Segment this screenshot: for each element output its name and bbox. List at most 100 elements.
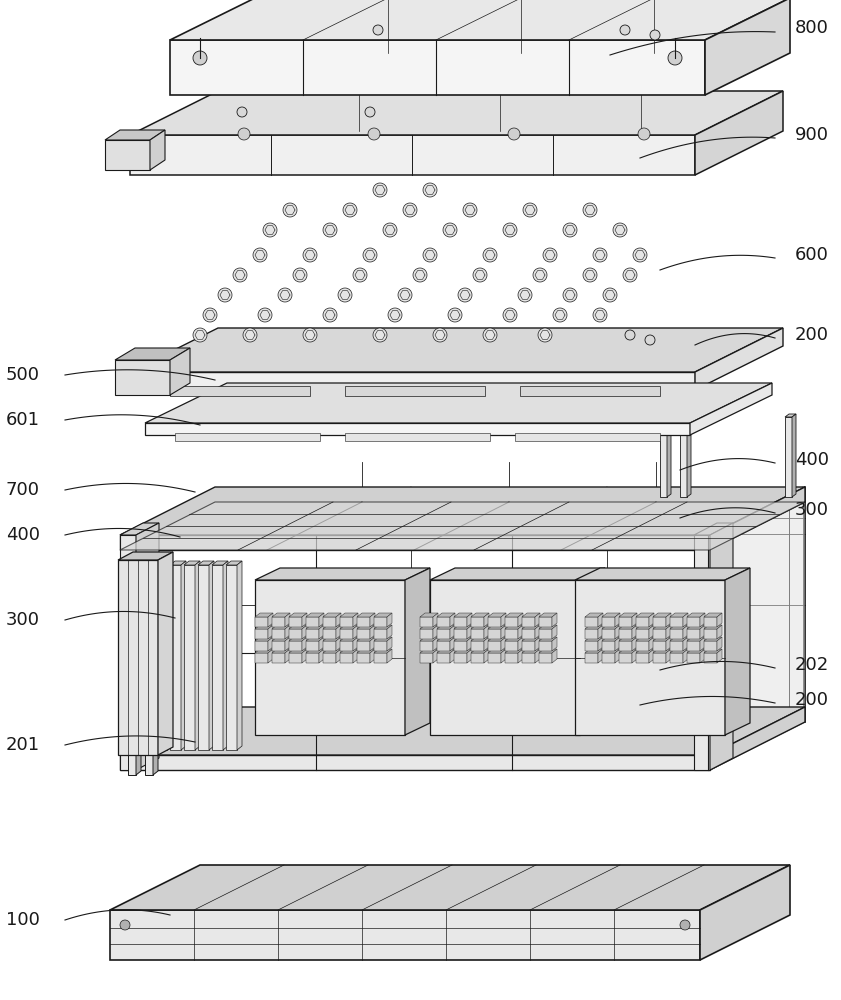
Polygon shape: [370, 649, 375, 663]
Polygon shape: [575, 568, 750, 580]
Polygon shape: [170, 40, 705, 95]
Polygon shape: [285, 613, 290, 627]
Polygon shape: [666, 649, 671, 663]
Polygon shape: [632, 649, 637, 663]
Polygon shape: [636, 641, 649, 651]
Polygon shape: [420, 649, 438, 653]
Polygon shape: [255, 637, 273, 641]
Polygon shape: [501, 649, 506, 663]
Polygon shape: [454, 637, 472, 641]
Polygon shape: [353, 625, 358, 639]
Polygon shape: [670, 613, 688, 617]
Polygon shape: [357, 625, 375, 629]
Polygon shape: [619, 625, 637, 629]
Polygon shape: [694, 535, 710, 770]
Text: 400: 400: [6, 526, 40, 544]
Polygon shape: [488, 613, 506, 617]
Circle shape: [363, 248, 377, 262]
Polygon shape: [575, 580, 725, 735]
Polygon shape: [323, 637, 341, 641]
Polygon shape: [484, 613, 489, 627]
Polygon shape: [710, 487, 805, 550]
Polygon shape: [704, 629, 717, 639]
Polygon shape: [374, 629, 387, 639]
Polygon shape: [120, 535, 710, 550]
Polygon shape: [687, 641, 700, 651]
Polygon shape: [345, 433, 490, 441]
Polygon shape: [357, 613, 375, 617]
Polygon shape: [255, 629, 268, 639]
Polygon shape: [501, 637, 506, 651]
Polygon shape: [653, 649, 671, 653]
Polygon shape: [150, 130, 165, 170]
Polygon shape: [484, 637, 489, 651]
Polygon shape: [636, 625, 654, 629]
Text: 300: 300: [795, 501, 829, 519]
Polygon shape: [120, 707, 805, 755]
Polygon shape: [602, 641, 615, 651]
Polygon shape: [289, 625, 307, 629]
Polygon shape: [289, 653, 302, 663]
Polygon shape: [387, 613, 392, 627]
Circle shape: [403, 203, 417, 217]
Circle shape: [258, 308, 272, 322]
Circle shape: [433, 328, 447, 342]
Polygon shape: [306, 625, 324, 629]
Polygon shape: [306, 637, 324, 641]
Polygon shape: [370, 637, 375, 651]
Polygon shape: [602, 653, 615, 663]
Polygon shape: [374, 613, 392, 617]
Circle shape: [448, 308, 462, 322]
Polygon shape: [357, 617, 370, 627]
Polygon shape: [585, 625, 603, 629]
Circle shape: [650, 30, 660, 40]
Polygon shape: [336, 649, 341, 663]
Polygon shape: [289, 641, 302, 651]
Polygon shape: [615, 613, 620, 627]
Polygon shape: [670, 637, 688, 641]
Polygon shape: [670, 617, 683, 627]
Polygon shape: [649, 637, 654, 651]
Polygon shape: [145, 685, 153, 775]
Polygon shape: [357, 641, 370, 651]
Polygon shape: [340, 649, 358, 653]
Polygon shape: [454, 617, 467, 627]
Polygon shape: [268, 637, 273, 651]
Polygon shape: [345, 386, 485, 396]
Polygon shape: [619, 641, 632, 651]
Circle shape: [668, 51, 682, 65]
Polygon shape: [272, 653, 285, 663]
Polygon shape: [323, 653, 336, 663]
Polygon shape: [670, 641, 683, 651]
Polygon shape: [539, 641, 552, 651]
Polygon shape: [552, 613, 557, 627]
Polygon shape: [306, 653, 319, 663]
Circle shape: [463, 203, 477, 217]
Polygon shape: [145, 423, 690, 435]
Polygon shape: [153, 561, 158, 750]
Polygon shape: [255, 649, 273, 653]
Polygon shape: [505, 629, 518, 639]
Polygon shape: [505, 649, 523, 653]
Polygon shape: [683, 625, 688, 639]
Polygon shape: [522, 629, 535, 639]
Polygon shape: [170, 348, 190, 395]
Polygon shape: [437, 649, 455, 653]
Polygon shape: [615, 625, 620, 639]
Polygon shape: [130, 328, 783, 372]
Polygon shape: [471, 617, 484, 627]
Polygon shape: [437, 617, 450, 627]
Polygon shape: [488, 629, 501, 639]
Polygon shape: [585, 641, 598, 651]
Polygon shape: [357, 649, 375, 653]
Polygon shape: [184, 561, 200, 565]
Polygon shape: [660, 414, 671, 417]
Circle shape: [518, 288, 532, 302]
Polygon shape: [319, 649, 324, 663]
Polygon shape: [237, 561, 242, 750]
Polygon shape: [704, 653, 717, 663]
Polygon shape: [792, 414, 796, 497]
Polygon shape: [704, 649, 722, 653]
Polygon shape: [336, 613, 341, 627]
Circle shape: [193, 328, 207, 342]
